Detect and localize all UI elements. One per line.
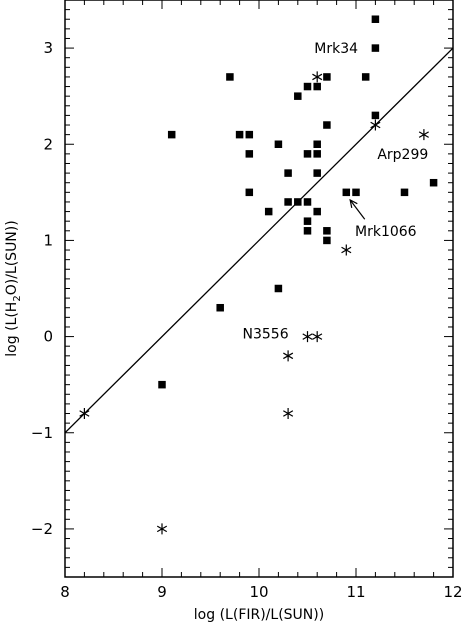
square-point [284, 169, 292, 177]
square-point [371, 44, 380, 52]
square-point [429, 178, 438, 187]
square-point [313, 207, 321, 216]
square-point [323, 227, 331, 235]
square-point [167, 130, 176, 139]
star-point [312, 71, 323, 83]
square-point [284, 198, 292, 206]
y-tick-label: 0 [43, 328, 53, 346]
square-point [313, 140, 321, 148]
annotation-label: Mrk34 [314, 41, 358, 57]
annotation-label: N3556 [243, 327, 289, 343]
square-point [342, 188, 351, 197]
y-tick-label: 3 [43, 39, 53, 57]
star-point [341, 244, 352, 256]
square-point [323, 236, 331, 245]
square-point [245, 130, 254, 139]
square-point [245, 188, 254, 197]
annotation-label: Arp299 [377, 147, 428, 163]
x-tick-label: 9 [157, 583, 167, 601]
square-point [226, 73, 234, 81]
square-point [400, 188, 409, 197]
plot-frame [64, 0, 454, 578]
square-point [303, 198, 312, 206]
square-point [216, 303, 224, 312]
square-point [323, 73, 331, 81]
x-tick-label: 11 [346, 583, 365, 601]
star-point [302, 331, 313, 343]
square-point [361, 73, 370, 81]
y-axis-label: log (L(H2O)/L(SUN)) [4, 220, 23, 356]
square-point [313, 169, 321, 177]
fit-line [65, 47, 453, 434]
y-axis-label-subscript: 2 [12, 295, 23, 301]
square-point [323, 121, 331, 129]
square-point [352, 188, 360, 197]
y-axis-label-part-2: O)/L(SUN)) [4, 220, 20, 295]
square-point [313, 150, 321, 158]
x-axis-label: log (L(FIR)/L(SUN)) [194, 607, 324, 623]
x-tick-label: 12 [443, 583, 462, 601]
star-point [79, 408, 90, 420]
annotation-arrow [349, 198, 366, 220]
square-point [303, 227, 312, 235]
square-point [303, 217, 312, 225]
square-point [313, 82, 321, 91]
star-point [312, 331, 323, 343]
y-tick-label: 1 [43, 231, 53, 249]
annotation-label: Mrk1066 [355, 224, 417, 240]
square-point [303, 82, 312, 91]
square-point [303, 150, 312, 158]
star-point [283, 408, 294, 420]
square-point [235, 130, 244, 139]
y-tick-label: −2 [31, 520, 53, 538]
x-tick-label: 10 [249, 583, 268, 601]
y-tick-label: −1 [31, 424, 53, 442]
square-point [371, 111, 380, 120]
plot-content [65, 15, 453, 535]
square-point [245, 150, 254, 158]
square-point [274, 284, 283, 293]
square-point [294, 92, 302, 100]
square-point [294, 198, 302, 206]
square-point [274, 140, 283, 148]
star-point [370, 119, 381, 131]
star-point [283, 350, 294, 362]
y-axis-label-part-1: log (L(H [4, 302, 20, 357]
y-tick-label: 2 [43, 135, 53, 153]
square-point [158, 380, 166, 389]
axis-ticks [64, 0, 454, 578]
star-point [156, 523, 168, 535]
square-point [371, 15, 380, 23]
x-tick-label: 8 [60, 583, 70, 601]
star-point [418, 129, 429, 141]
square-point [264, 207, 273, 216]
